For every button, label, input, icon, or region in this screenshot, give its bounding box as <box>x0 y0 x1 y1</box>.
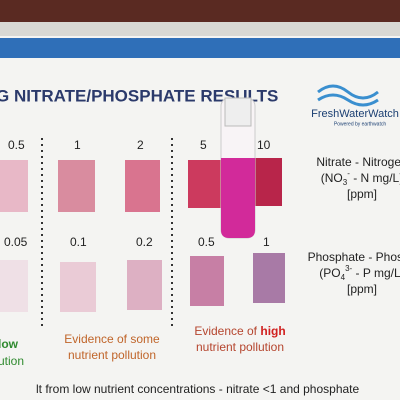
caption-emphasis: high <box>260 324 285 338</box>
swatch <box>127 260 162 310</box>
level-label: 0.5 <box>8 138 25 152</box>
unit-label: [ppm] <box>347 187 377 201</box>
level-label: 1 <box>74 138 81 152</box>
swatch <box>253 253 285 303</box>
unit-label: (NO3- - N mg/L) <box>321 169 400 187</box>
unit-part: - N mg/L) <box>350 171 400 185</box>
caption: low <box>0 337 19 351</box>
footer: lt from low nutrient concentrations - ni… <box>36 382 360 396</box>
unit-sup: 3- <box>345 264 352 273</box>
level-label: 5 <box>200 138 207 152</box>
swatch <box>60 262 96 312</box>
swatch <box>188 160 222 208</box>
logo-name: FreshWaterWatch <box>311 108 399 120</box>
caption: ution <box>0 354 24 368</box>
vial-cap <box>224 97 252 127</box>
unit-label: Nitrate - Nitrogen <box>316 155 400 169</box>
swatch <box>125 160 160 212</box>
level-label: 0.5 <box>198 235 215 249</box>
level-label: 0.1 <box>70 235 87 249</box>
caption: Evidence of some <box>64 332 160 346</box>
vial-liquid <box>221 158 255 238</box>
unit-part: - P mg/L) <box>352 266 400 280</box>
level-label: 10 <box>257 138 271 152</box>
caption-part: Evidence of <box>194 324 260 338</box>
swatch <box>0 160 28 212</box>
level-label: 1 <box>263 235 270 249</box>
title: G NITRATE/PHOSPHATE RESULTS <box>0 86 278 105</box>
caption: nutrient pollution <box>196 340 284 354</box>
unit-sub: 4 <box>341 273 346 282</box>
caption: Evidence of high <box>194 324 285 338</box>
board-edge <box>0 22 400 36</box>
level-label: 0.2 <box>136 235 153 249</box>
blue-bar <box>0 38 400 58</box>
swatch <box>190 256 224 306</box>
unit-label: Phosphate - Phosph <box>308 250 400 264</box>
vial <box>220 97 256 239</box>
unit-sub: 3 <box>343 178 348 187</box>
unit-label: [ppm] <box>347 282 377 296</box>
unit-part: (NO <box>321 171 343 185</box>
level-label: 2 <box>137 138 144 152</box>
nitrate-swatches <box>0 158 282 212</box>
caption: nutrient pollution <box>68 348 156 362</box>
unit-sup: - <box>347 169 350 178</box>
logo-waves <box>317 84 379 107</box>
phosphate-swatches <box>0 253 285 312</box>
unit-part: (PO <box>319 266 340 280</box>
logo-tagline: Powered by earthwatch <box>334 121 386 127</box>
swatch <box>0 260 28 312</box>
swatch <box>58 160 95 212</box>
level-label: 0.05 <box>4 235 28 249</box>
unit-label: (PO43- - P mg/L) <box>319 264 400 282</box>
